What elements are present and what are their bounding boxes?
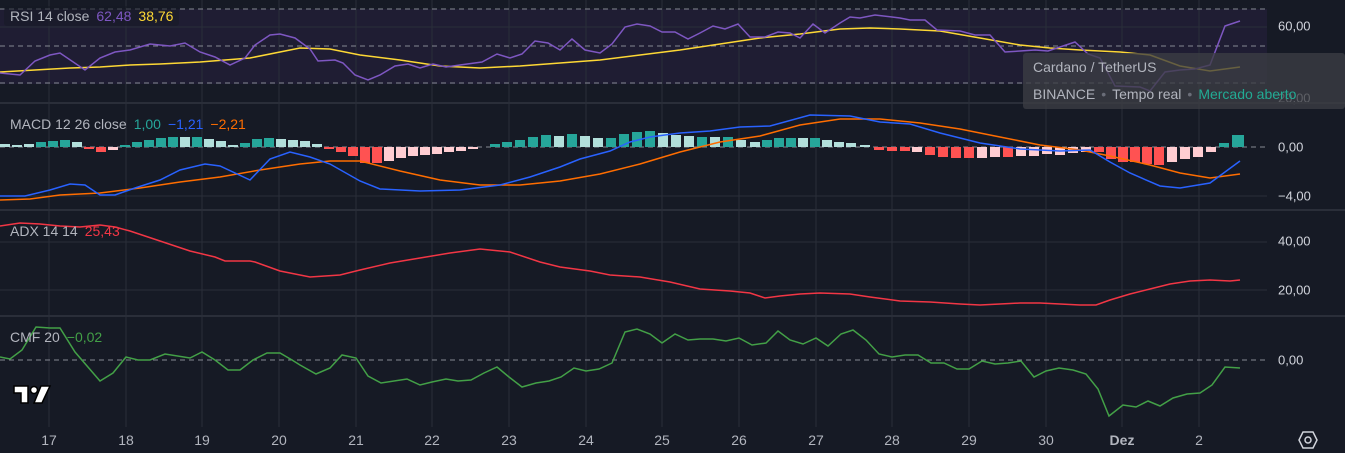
pane-separator[interactable] (0, 209, 1345, 211)
tradingview-logo-icon (13, 385, 52, 404)
time-axis-label: 19 (194, 432, 210, 448)
exchange-label: BINANCE (1033, 86, 1096, 102)
cmf-pane[interactable]: CMF 20 −0,02 0,00 (0, 317, 1345, 427)
macd-signal-value: −2,21 (210, 116, 246, 132)
rsi-ma-line (0, 27, 1241, 73)
cmf-plot[interactable] (0, 317, 1267, 427)
adx-price-axis[interactable]: 40,00 20,00 (1267, 211, 1345, 315)
pane-separator[interactable] (0, 102, 1345, 104)
adx-legend[interactable]: ADX 14 14 25,43 (4, 221, 126, 241)
time-axis-label: 17 (41, 432, 57, 448)
macd-line (0, 114, 1241, 197)
symbol-status-row: BINANCE • Tempo real • Mercado aberto (1033, 86, 1296, 102)
time-axis-label: 29 (961, 432, 977, 448)
symbol-title: Cardano / TetherUS (1033, 59, 1157, 75)
adx-axis-label: 40,00 (1278, 233, 1311, 249)
time-axis-label: 24 (578, 432, 594, 448)
cmf-axis-label: 0,00 (1278, 352, 1304, 368)
symbol-info-box[interactable]: Cardano / TetherUS BINANCE • Tempo real • Me… (1023, 53, 1345, 109)
rsi-ma-value: 38,76 (138, 8, 174, 24)
time-axis-label: 18 (118, 432, 134, 448)
adx-plot[interactable] (0, 211, 1267, 315)
adx-value: 25,43 (84, 223, 120, 239)
cmf-title: CMF 20 (10, 329, 60, 345)
time-axis[interactable]: 17 18 19 20 21 22 23 24 25 26 27 28 29 3… (0, 427, 1345, 453)
time-axis-label-month: Dez (1109, 432, 1135, 448)
pane-separator[interactable] (0, 315, 1345, 317)
macd-hist-value: 1,00 (133, 116, 161, 132)
time-axis-label: 27 (808, 432, 824, 448)
adx-pane[interactable]: ADX 14 14 25,43 40,00 20,00 (0, 211, 1345, 315)
time-axis-label: 28 (884, 432, 900, 448)
settings-hexagon-icon (1298, 431, 1318, 449)
separator-dot: • (1101, 86, 1107, 102)
macd-price-axis[interactable]: 0,00 −4,00 (1267, 104, 1345, 209)
macd-histogram (0, 131, 1244, 165)
chart-settings-button[interactable] (1298, 431, 1318, 449)
time-axis-label: 23 (501, 432, 517, 448)
macd-title: MACD 12 26 close (10, 116, 127, 132)
feed-label: Tempo real (1112, 86, 1182, 102)
time-axis-label: 21 (348, 432, 364, 448)
adx-title: ADX 14 14 (10, 223, 78, 239)
macd-value: −1,21 (167, 116, 204, 132)
time-axis-label: 30 (1038, 432, 1054, 448)
macd-plot[interactable] (0, 104, 1267, 209)
cmf-price-axis[interactable]: 0,00 (1267, 317, 1345, 427)
rsi-legend[interactable]: RSI 14 close 62,48 38,76 (4, 6, 180, 26)
rsi-line (0, 14, 1241, 92)
macd-axis-label: 0,00 (1278, 139, 1304, 155)
macd-legend[interactable]: MACD 12 26 close 1,00 −1,21 −2,21 (4, 114, 252, 134)
adx-axis-label: 20,00 (1278, 282, 1311, 298)
tradingview-logo[interactable] (13, 384, 53, 406)
time-axis-label: 25 (654, 432, 670, 448)
cmf-line (0, 326, 1241, 418)
time-axis-label: 22 (424, 432, 440, 448)
rsi-axis-label: 60,00 (1278, 18, 1311, 34)
cmf-legend[interactable]: CMF 20 −0,02 (4, 327, 108, 347)
rsi-value: 62,48 (96, 8, 132, 24)
macd-pane[interactable]: MACD 12 26 close 1,00 −1,21 −2,21 0,00 −… (0, 104, 1345, 209)
adx-line (0, 222, 1241, 306)
time-axis-label: 20 (271, 432, 287, 448)
market-status-label: Mercado aberto (1198, 86, 1297, 102)
macd-axis-label: −4,00 (1278, 188, 1311, 204)
cmf-value: −0,02 (66, 329, 103, 345)
signal-line (0, 118, 1241, 201)
time-axis-label: 2 (1195, 432, 1203, 448)
time-axis-label: 26 (731, 432, 747, 448)
separator-dot: • (1187, 86, 1193, 102)
rsi-title: RSI 14 close (10, 8, 90, 24)
